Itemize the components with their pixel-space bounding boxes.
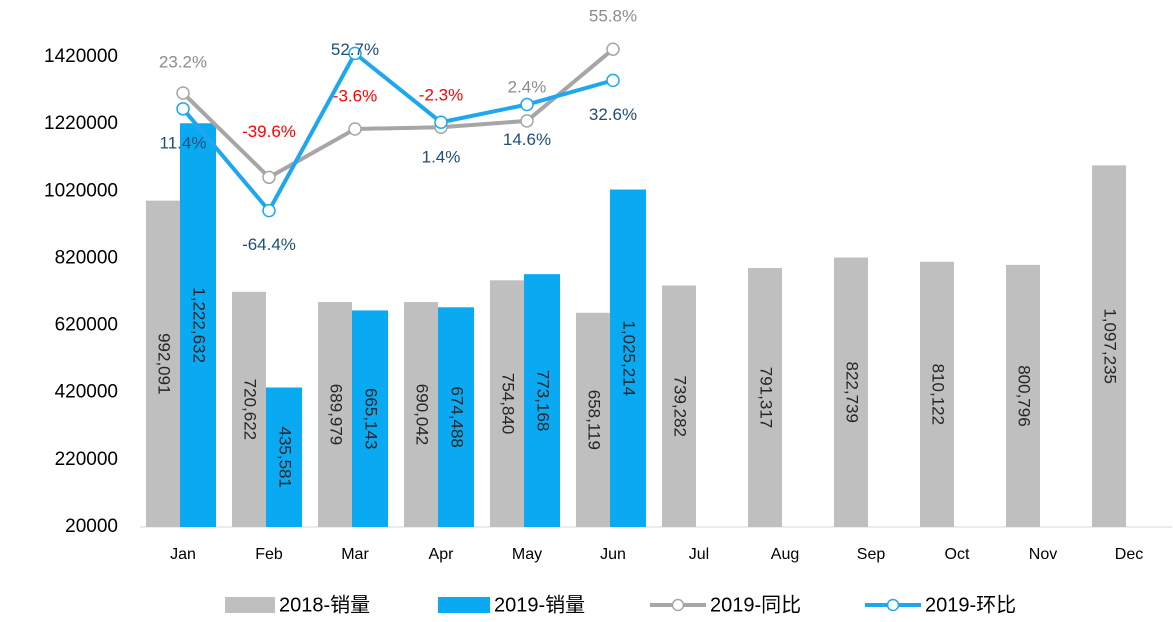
bar: [524, 274, 560, 527]
legend-label: 2018-销量: [279, 593, 370, 616]
bar-value-label: 674,488: [448, 386, 467, 447]
bar: [576, 312, 610, 527]
bar-value-label: 1,025,214: [620, 320, 639, 396]
bar-value-label: 689,979: [327, 384, 346, 445]
line-value-label: -39.6%: [242, 122, 296, 141]
line-marker: [606, 73, 620, 88]
y-tick-label: 20000: [65, 516, 118, 537]
bar-value-label: 800,796: [1015, 365, 1034, 426]
x-tick-label: Dec: [1115, 546, 1143, 563]
line: [181, 51, 614, 213]
bar-value-label: 435,581: [276, 427, 295, 488]
bar-value-label: 810,122: [929, 364, 948, 425]
line-marker: [520, 97, 534, 112]
y-tick-label: 1420000: [44, 46, 118, 67]
line-value-label: 55.8%: [589, 7, 637, 26]
line-value-label: -64.4%: [242, 235, 296, 254]
bar: [352, 310, 388, 527]
bar-value-label: 1,222,632: [190, 287, 209, 363]
bar: [662, 285, 696, 527]
bar: [610, 189, 646, 528]
bar: [180, 123, 216, 528]
bar: [404, 302, 438, 527]
line-marker: [262, 203, 276, 218]
y-tick-label: 420000: [55, 382, 118, 403]
line-marker: [262, 170, 276, 185]
bar-value-label: 992,091: [155, 333, 174, 394]
x-tick-label: Sep: [857, 546, 886, 563]
x-tick-label: Feb: [255, 546, 283, 563]
line-marker: [176, 86, 190, 100]
line-value-label: 52.7%: [331, 40, 379, 59]
line-value-label: 32.6%: [589, 105, 637, 124]
line-value-label: 23.2%: [159, 52, 207, 71]
x-tick-label: Mar: [341, 546, 369, 563]
bar-value-label: 791,317: [757, 367, 776, 428]
bar-value-label: 739,282: [671, 376, 690, 437]
bar-value-label: 690,042: [413, 384, 432, 445]
bar-value-label: 665,143: [362, 388, 381, 449]
line-value-label: 2.4%: [508, 77, 547, 96]
line-value-label: 14.6%: [503, 130, 551, 149]
bar: [1006, 264, 1040, 527]
legend-label: 2019-销量: [494, 593, 585, 616]
y-tick-label: 1020000: [44, 180, 118, 201]
bar: [232, 291, 266, 527]
bar: [318, 302, 352, 527]
line-value-label: -3.6%: [333, 86, 377, 105]
bar-value-label: 658,119: [585, 390, 604, 450]
bar: [920, 261, 954, 527]
legend-marker: [886, 598, 900, 612]
x-tick-label: Jun: [600, 546, 626, 563]
legend-swatch: [438, 597, 490, 613]
x-tick-label: Jan: [170, 546, 196, 563]
x-tick-label: May: [512, 546, 542, 563]
legend-marker: [671, 598, 685, 612]
line: [181, 47, 615, 180]
line-marker: [520, 114, 534, 128]
x-tick-label: Oct: [945, 546, 970, 563]
line-marker: [434, 115, 448, 130]
bar: [146, 200, 180, 528]
bar: [490, 280, 524, 527]
legend-label: 2019-同比: [710, 593, 801, 616]
line-marker: [606, 42, 620, 56]
line-value-label: 1.4%: [422, 148, 461, 167]
y-tick-label: 220000: [55, 449, 118, 470]
bar-value-label: 754,840: [499, 373, 518, 434]
bar: [438, 307, 474, 527]
bar-value-label: 1,097,235: [1101, 308, 1120, 384]
line-marker: [348, 46, 362, 61]
x-tick-label: Jul: [689, 546, 709, 563]
y-tick-label: 1220000: [44, 113, 118, 134]
bar: [748, 268, 782, 527]
legend-label: 2019-环比: [925, 593, 1016, 616]
legend-swatch: [225, 597, 275, 613]
bar-value-label: 720,622: [241, 379, 260, 440]
bar-value-label: 773,168: [534, 370, 553, 431]
bar: [1092, 165, 1126, 528]
bar-value-label: 822,739: [843, 362, 862, 423]
x-tick-label: Nov: [1029, 546, 1057, 563]
y-tick-label: 820000: [55, 247, 118, 268]
bar: [266, 387, 302, 527]
line-value-label: -2.3%: [419, 86, 463, 105]
line-marker: [176, 102, 190, 116]
line-value-label: 11.4%: [160, 133, 207, 152]
x-tick-label: Aug: [771, 546, 799, 563]
x-tick-label: Apr: [429, 546, 455, 563]
y-tick-label: 620000: [55, 315, 118, 336]
bar: [834, 257, 868, 527]
line-marker: [348, 122, 362, 136]
